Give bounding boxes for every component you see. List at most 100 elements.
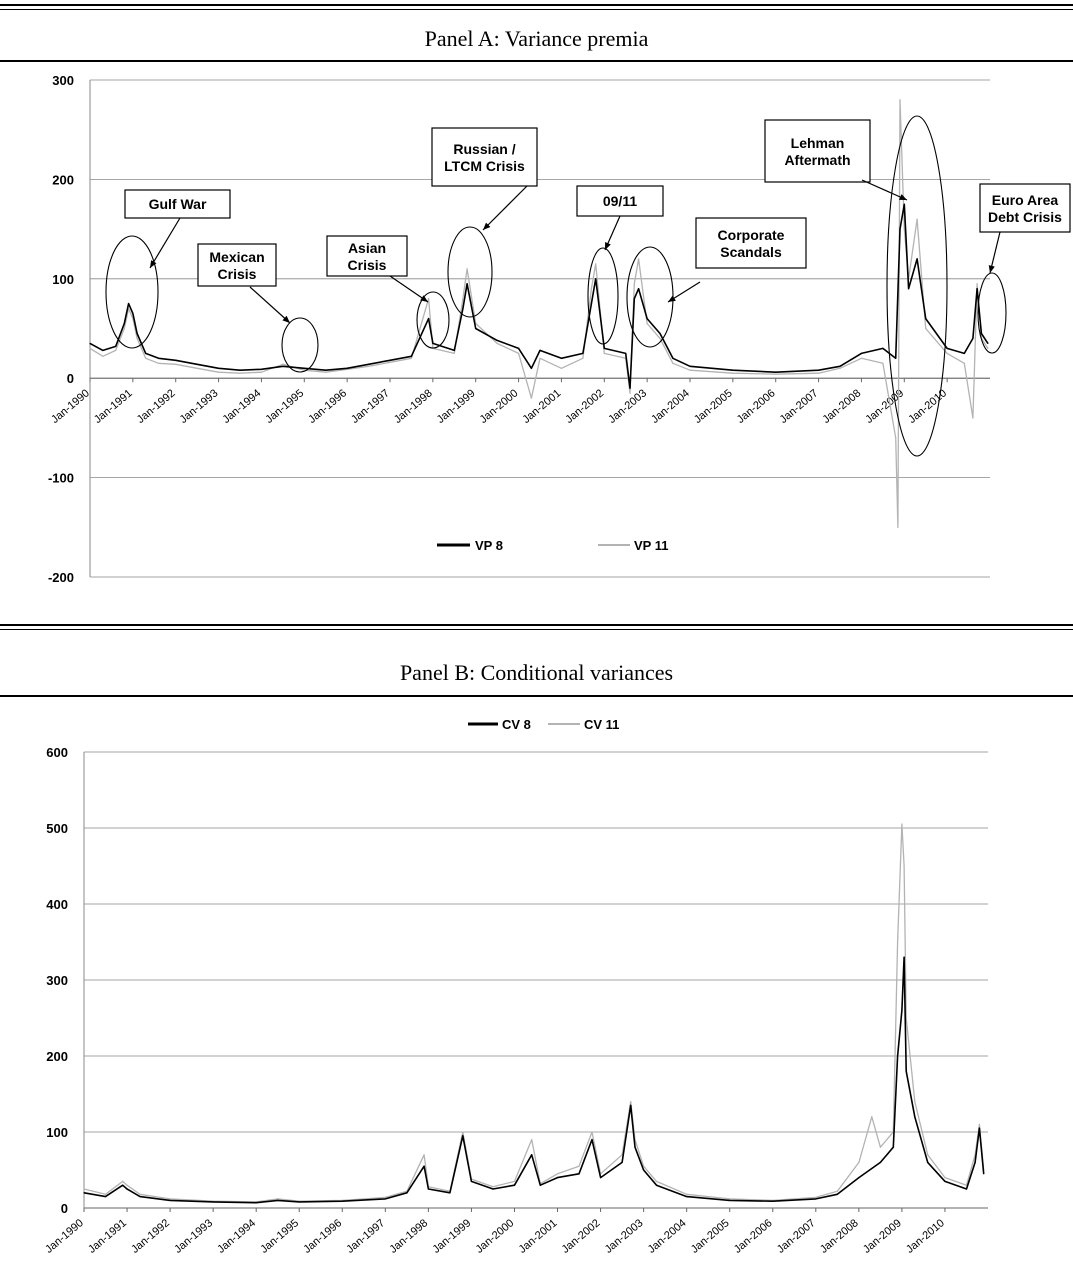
data-point: [260, 368, 262, 370]
data-point: [282, 365, 284, 367]
data-point: [277, 1199, 279, 1201]
data-point: [449, 1192, 451, 1194]
data-point: [128, 303, 130, 305]
top-rule-a: [0, 4, 1073, 6]
data-point: [126, 1184, 128, 1186]
data-point: [102, 349, 104, 351]
data-point: [600, 1177, 602, 1179]
data-point: [427, 1188, 429, 1190]
data-point: [169, 1198, 171, 1200]
annotation-label: Aftermath: [784, 152, 850, 168]
data-point: [590, 303, 593, 305]
data-point: [277, 1198, 279, 1200]
annotation-box: [197, 243, 277, 287]
x-tick-label: Jan-2010: [906, 387, 949, 426]
data-point: [603, 352, 605, 354]
panel-b-title: Panel B: Conditional variances: [399, 660, 674, 685]
x-tick-label: Jan-2009: [861, 1217, 904, 1256]
annotation-box: [764, 119, 871, 183]
x-tick-label: Jan-2000: [474, 1217, 517, 1256]
annotation-circle: [416, 291, 450, 349]
data-point: [638, 258, 640, 260]
y-tick-label: 200: [52, 172, 74, 187]
data-point: [963, 362, 965, 364]
annotation-circle: [105, 235, 159, 349]
annotation-circle: [886, 115, 948, 457]
data-point: [630, 1104, 632, 1106]
data-point: [556, 1173, 559, 1175]
data-point: [772, 1200, 774, 1202]
data-point: [175, 363, 177, 365]
data-point: [126, 1188, 128, 1190]
data-point: [983, 1173, 985, 1175]
data-point: [560, 357, 563, 359]
legend-label: CV 8: [502, 717, 531, 732]
series-line-cv-8: [83, 956, 985, 1204]
data-point: [591, 1139, 593, 1141]
data-point: [122, 1180, 124, 1182]
annotation-circle: [281, 317, 319, 373]
data-point: [410, 357, 412, 359]
x-tick-label: Jan-2008: [821, 387, 864, 426]
data-point: [466, 268, 468, 270]
arrow-head: [150, 260, 157, 268]
data-point: [83, 1188, 85, 1190]
x-tick-label: Jan-1999: [435, 387, 478, 426]
annotation-label: 09/11: [603, 193, 637, 209]
data-point: [818, 369, 820, 371]
data-point: [897, 1055, 899, 1057]
x-tick-label: Jan-1999: [431, 1217, 474, 1256]
y-tick-label: 500: [46, 821, 68, 836]
data-point: [732, 369, 734, 371]
data-point: [303, 369, 305, 371]
annotation-arrow: [249, 286, 291, 324]
data-point: [368, 365, 370, 367]
data-point: [980, 332, 983, 335]
data-point: [298, 1201, 300, 1203]
data-point: [974, 1161, 976, 1163]
x-tick-label: Jan-2001: [517, 1217, 560, 1256]
x-tick-label: Jan-1991: [92, 387, 135, 426]
annotation-label: Crisis: [348, 257, 387, 273]
data-point: [927, 1154, 929, 1156]
data-point: [895, 357, 897, 359]
x-tick-label: Jan-1993: [172, 1217, 215, 1256]
data-point: [410, 355, 412, 357]
annotation-arrow: [389, 275, 429, 303]
x-tick-label: Jan-2004: [649, 387, 692, 426]
data-point: [925, 318, 927, 320]
x-tick-label: Jan-2002: [563, 387, 606, 426]
data-point: [638, 288, 640, 290]
data-point: [655, 1180, 658, 1182]
data-point: [595, 278, 597, 280]
x-tick-label: Jan-2006: [735, 387, 778, 426]
annotation-label: Russian /: [453, 141, 515, 157]
x-tick-label: Jan-1990: [43, 1217, 86, 1256]
data-point: [453, 349, 455, 351]
annotation-label: Corporate: [718, 227, 785, 243]
data-point: [839, 365, 841, 367]
data-point: [860, 352, 863, 354]
data-point: [590, 288, 593, 290]
y-tick-label: 600: [46, 745, 68, 760]
data-point: [686, 1196, 688, 1198]
annotation-box: [576, 185, 664, 217]
data-point: [629, 387, 631, 389]
data-point: [518, 352, 520, 354]
x-tick-label: Jan-2008: [818, 1217, 861, 1256]
legend-label: CV 11: [584, 717, 619, 732]
y-tick-label: 100: [46, 1125, 68, 1140]
x-tick-label: Jan-1995: [263, 387, 306, 426]
data-point: [239, 372, 241, 374]
x-tick-label: Jan-2007: [775, 1217, 818, 1256]
data-point: [976, 288, 978, 290]
data-point: [879, 1146, 882, 1148]
annotation-label: Scandals: [720, 244, 782, 260]
data-point: [539, 349, 541, 351]
data-point: [895, 437, 897, 439]
data-point: [466, 283, 468, 285]
data-point: [123, 322, 125, 325]
x-tick-label: Jan-1998: [387, 1217, 430, 1256]
data-point: [903, 956, 905, 958]
